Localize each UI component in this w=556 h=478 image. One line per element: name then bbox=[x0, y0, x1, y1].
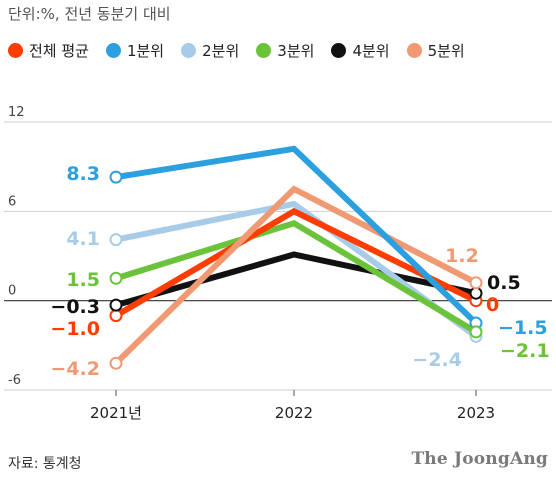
data-point bbox=[109, 298, 123, 312]
data-label: 8.3 bbox=[66, 163, 100, 185]
y-tick-label: -6 bbox=[8, 373, 21, 388]
data-point bbox=[109, 356, 123, 370]
data-label: −1.5 bbox=[498, 317, 548, 339]
legend-label: 2분위 bbox=[202, 42, 240, 60]
y-tick-label: 6 bbox=[8, 194, 16, 209]
source-note: 자료: 통계청 bbox=[8, 456, 82, 472]
legend-swatch bbox=[8, 43, 23, 58]
data-point bbox=[109, 170, 123, 184]
legend-item: 전체 평균 bbox=[8, 40, 89, 61]
data-point bbox=[469, 276, 483, 290]
data-label: 1.5 bbox=[66, 269, 100, 291]
data-point bbox=[109, 309, 123, 323]
grid-layer: 12 6 0 -6 bbox=[4, 105, 552, 391]
legend-item: 2분위 bbox=[181, 40, 239, 61]
series-line bbox=[115, 251, 477, 308]
marker-layer bbox=[109, 170, 483, 370]
legend-label: 5분위 bbox=[427, 42, 465, 60]
data-point bbox=[469, 325, 483, 339]
series-line bbox=[115, 145, 479, 326]
x-tick-label: 2022 bbox=[275, 404, 313, 422]
series-line bbox=[113, 185, 478, 366]
y-tick-label: 0 bbox=[8, 284, 16, 299]
x-tick-label: 2023 bbox=[457, 404, 495, 422]
label-layer: −1.0 0 8.3 −1.5 4.1 −2.4 1.5 −2.1 −0.3 0.5 −4.2 1.2 bbox=[50, 163, 549, 380]
legend-swatch bbox=[181, 43, 197, 58]
y-tick-label: 12 bbox=[8, 105, 25, 120]
x-tick-label: 2021년 bbox=[90, 404, 142, 422]
data-label: 1.2 bbox=[445, 245, 479, 267]
legend-swatch bbox=[256, 43, 272, 58]
line-layer bbox=[113, 145, 479, 366]
legend: 전체 평균 1분위 2분위 3분위 4분위 5분위 bbox=[8, 40, 482, 61]
data-point bbox=[109, 271, 123, 285]
legend-label: 전체 평균 bbox=[29, 42, 89, 60]
data-label: −1.0 bbox=[50, 318, 100, 340]
data-label: 0.5 bbox=[487, 272, 521, 294]
legend-label: 1분위 bbox=[126, 42, 165, 60]
data-point bbox=[469, 286, 483, 300]
axis-layer: 2021년 2022 2023 bbox=[90, 390, 495, 422]
legend-item: 4분위 bbox=[331, 40, 390, 61]
brand-logo: The JoongAng bbox=[411, 449, 548, 469]
legend-swatch bbox=[105, 43, 121, 58]
data-point bbox=[109, 233, 123, 247]
data-label: −2.1 bbox=[500, 340, 550, 362]
data-label: 4.1 bbox=[66, 228, 100, 250]
series-line bbox=[115, 219, 478, 335]
data-label: −4.2 bbox=[50, 358, 100, 380]
legend-label: 3분위 bbox=[277, 42, 315, 60]
data-label: 0 bbox=[486, 294, 499, 316]
legend-label: 4분위 bbox=[352, 42, 390, 60]
unit-note: 단위:%, 전년 동분기 대비 bbox=[8, 5, 171, 23]
data-label: −0.3 bbox=[50, 296, 100, 318]
data-label: −2.4 bbox=[412, 349, 462, 371]
legend-swatch bbox=[331, 43, 347, 58]
legend-item: 1분위 bbox=[105, 40, 165, 61]
legend-item: 5분위 bbox=[406, 40, 465, 61]
series-line bbox=[114, 207, 478, 319]
legend-item: 3분위 bbox=[256, 40, 314, 61]
legend-swatch bbox=[406, 43, 422, 58]
